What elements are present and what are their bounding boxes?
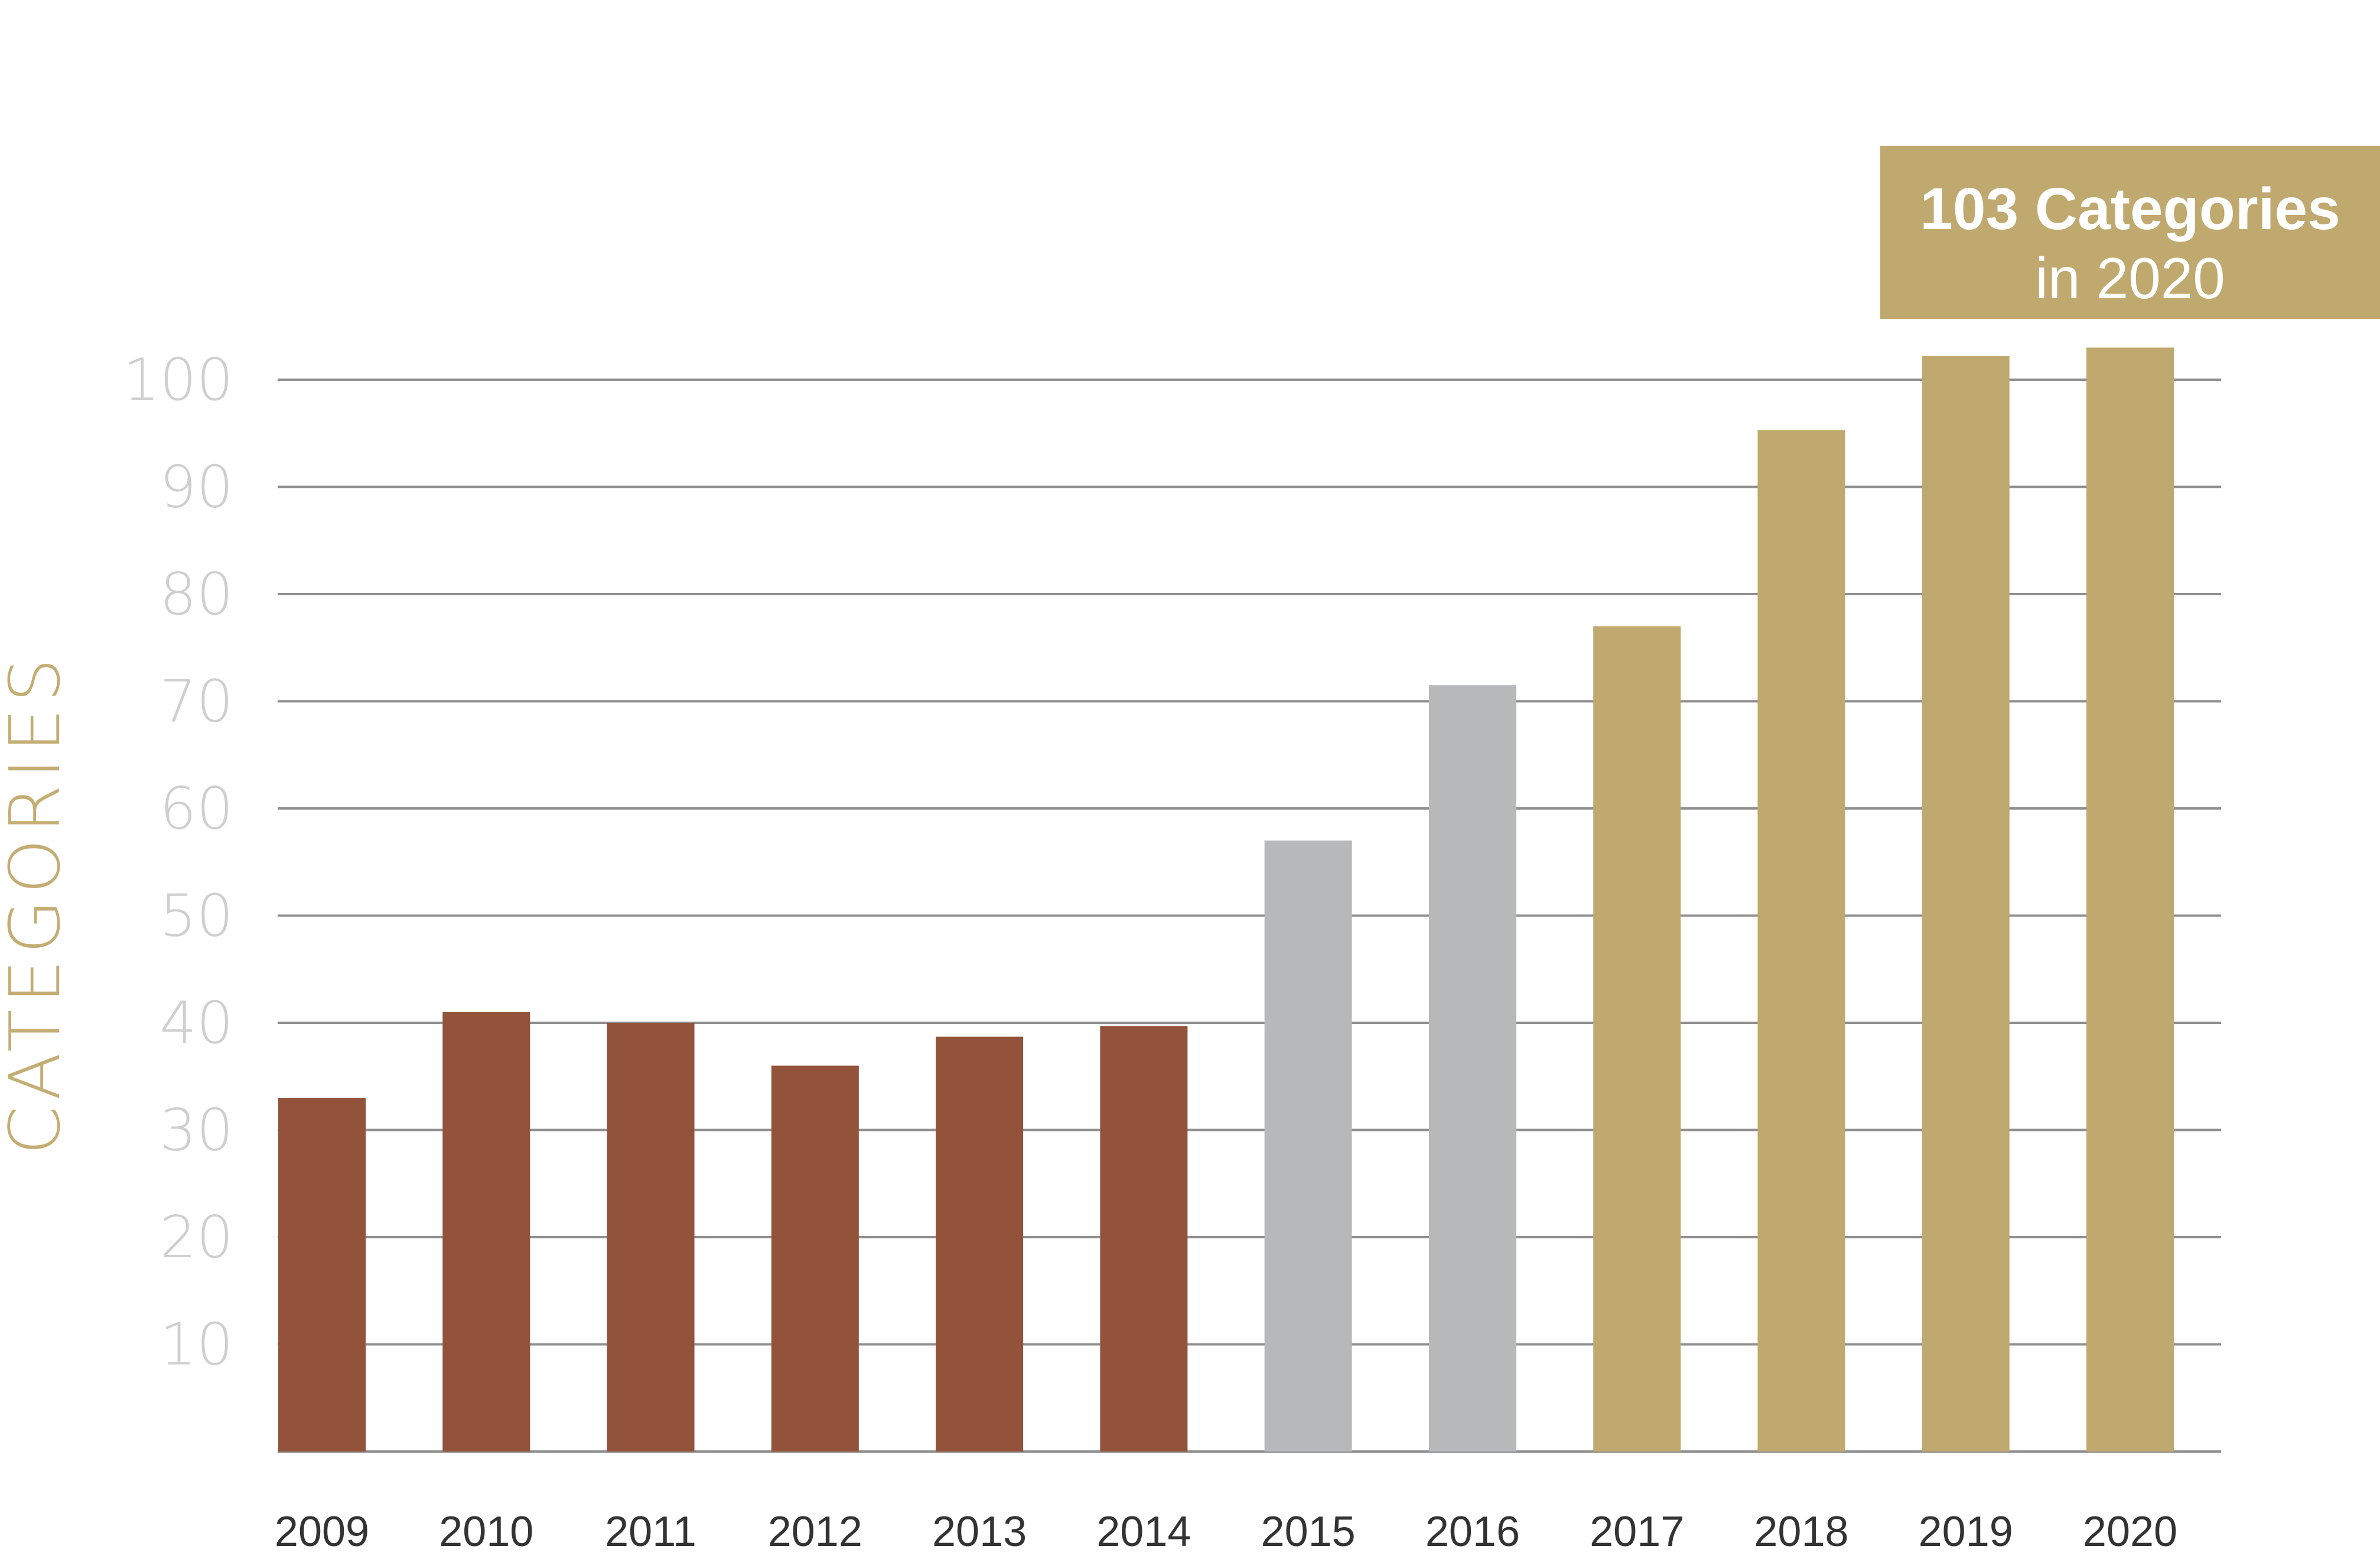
x-tick-label: 2009 bbox=[275, 1508, 369, 1555]
bar bbox=[1593, 626, 1681, 1452]
y-tick-label: 30 bbox=[159, 1097, 233, 1165]
y-tick-label: 80 bbox=[159, 561, 233, 628]
y-tick-label: 10 bbox=[159, 1312, 233, 1379]
x-tick-label: 2019 bbox=[1919, 1508, 2013, 1555]
bar bbox=[1922, 356, 2010, 1452]
x-tick-label: 2015 bbox=[1261, 1508, 1356, 1555]
bar bbox=[1757, 430, 1845, 1452]
bars bbox=[278, 347, 2174, 1452]
x-axis-ticks: 2009 2010 2011 2012 2013 2014 2015 2016 2017 2018… bbox=[275, 1508, 2177, 1555]
x-tick-label: 2013 bbox=[932, 1508, 1027, 1555]
x-tick-label: 2011 bbox=[605, 1508, 696, 1555]
y-tick-label: 100 bbox=[123, 347, 233, 414]
y-tick-label: 20 bbox=[159, 1204, 233, 1271]
x-tick-label: 2010 bbox=[439, 1508, 533, 1555]
y-tick-label: 50 bbox=[159, 883, 233, 950]
bar bbox=[771, 1065, 859, 1452]
x-tick-label: 2012 bbox=[768, 1508, 862, 1555]
bar bbox=[936, 1036, 1024, 1452]
annotation-callout: 103 Categories in 2020 bbox=[1880, 146, 2380, 319]
x-tick-label: 2020 bbox=[2083, 1508, 2177, 1555]
bar bbox=[2086, 347, 2174, 1452]
annotation-subtitle: in 2020 bbox=[2035, 246, 2225, 311]
y-tick-label: 40 bbox=[159, 990, 233, 1057]
bar bbox=[1428, 685, 1516, 1452]
gridlines bbox=[278, 379, 2221, 1453]
y-tick-label: 60 bbox=[159, 775, 233, 843]
y-axis-ticks: 10 20 30 40 50 60 70 80 90 100 bbox=[123, 347, 233, 1379]
annotation-box bbox=[1880, 146, 2380, 319]
x-tick-label: 2014 bbox=[1096, 1508, 1191, 1555]
y-tick-label: 90 bbox=[159, 454, 233, 521]
y-axis-label: CATEGORIES bbox=[0, 652, 76, 1154]
x-tick-label: 2016 bbox=[1425, 1508, 1520, 1555]
bar bbox=[1264, 840, 1352, 1452]
bar bbox=[1100, 1026, 1188, 1452]
bar bbox=[278, 1098, 366, 1452]
x-tick-label: 2018 bbox=[1754, 1508, 1848, 1555]
annotation-title: 103 Categories bbox=[1920, 176, 2340, 242]
x-tick-label: 2017 bbox=[1590, 1508, 1684, 1555]
bar bbox=[442, 1012, 530, 1452]
y-tick-label: 70 bbox=[159, 668, 233, 736]
bar bbox=[607, 1023, 695, 1452]
